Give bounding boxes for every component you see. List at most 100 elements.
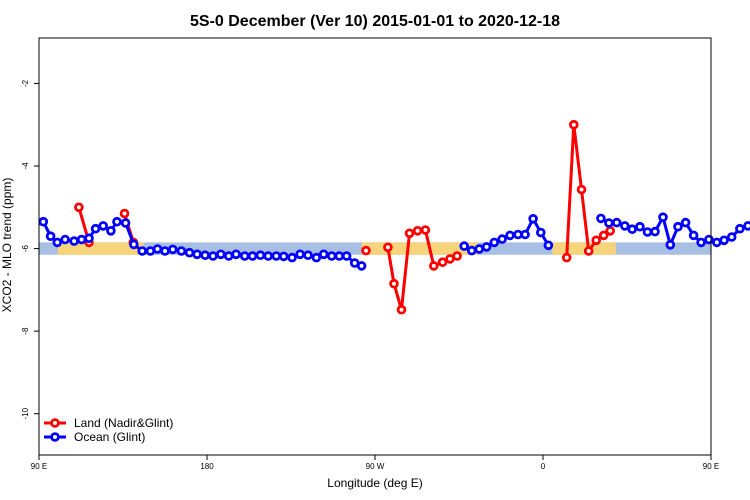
ocean-point-71 xyxy=(719,235,729,246)
ocean-series xyxy=(38,212,750,271)
ocean-point-13 xyxy=(129,239,139,250)
ocean-point-38 xyxy=(326,251,337,261)
x-tick-label-3: 90 W xyxy=(366,462,385,471)
ocean-point-56 xyxy=(604,218,614,228)
land-point-3 xyxy=(119,208,130,219)
land-band-1 xyxy=(57,242,144,255)
ocean-point-28 xyxy=(247,251,258,261)
ocean-point-29 xyxy=(255,250,266,261)
land-point-7 xyxy=(389,278,399,289)
ocean-point-60 xyxy=(635,221,645,232)
ocean-point-72 xyxy=(726,232,737,242)
land-point-22 xyxy=(605,226,615,236)
ocean-point-49 xyxy=(505,230,515,241)
ocean-point-6 xyxy=(76,234,87,245)
ocean-point-24 xyxy=(216,249,226,260)
ocean-point-33 xyxy=(287,252,297,263)
ocean-point-40 xyxy=(341,251,352,261)
ocean-point-27 xyxy=(239,251,250,261)
ocean-point-53 xyxy=(535,227,546,238)
land-point-5 xyxy=(361,245,371,256)
ocean-point-39 xyxy=(334,251,345,261)
ocean-point-16 xyxy=(152,244,163,254)
ocean-point-67 xyxy=(688,230,699,241)
y-tick-label-1: -2 xyxy=(21,79,30,87)
land-point-10 xyxy=(412,226,423,236)
land-point-17 xyxy=(568,119,579,130)
ocean-point-66 xyxy=(680,217,691,228)
ocean-point-42 xyxy=(356,261,367,271)
ocean-point-51 xyxy=(520,229,530,240)
ocean-point-18 xyxy=(168,244,178,255)
ocean-point-8 xyxy=(90,223,101,234)
x-tick-label-4: 0 xyxy=(541,462,546,471)
ocean-point-37 xyxy=(318,249,329,260)
land-point-13 xyxy=(437,257,448,268)
x-axis: 90 E 180 90 W 0 90 E xyxy=(31,455,719,471)
ocean-point-63 xyxy=(658,212,668,223)
plot-series xyxy=(38,119,750,315)
ocean-point-44 xyxy=(466,245,477,256)
ocean-point-12 xyxy=(120,218,131,228)
ocean-point-46 xyxy=(481,242,492,252)
ocean-point-3 xyxy=(52,237,63,248)
y-tick-label-4: -8 xyxy=(21,327,30,335)
ocean-point-21 xyxy=(192,249,202,260)
ocean-point-61 xyxy=(642,227,653,237)
ocean-point-22 xyxy=(200,250,210,261)
land-point-6 xyxy=(383,242,393,253)
ocean-point-9 xyxy=(98,221,108,231)
ocean-point-2 xyxy=(45,231,56,242)
y-tick-label-2: -4 xyxy=(21,162,30,170)
land-point-8 xyxy=(396,304,407,315)
ocean-point-65 xyxy=(673,221,683,232)
x-axis-label: Longitude (deg E) xyxy=(327,476,422,490)
ocean-point-47 xyxy=(489,237,500,248)
ocean-point-20 xyxy=(184,247,195,258)
land-point-11 xyxy=(420,225,431,235)
ocean-point-23 xyxy=(208,251,218,261)
ocean-point-7 xyxy=(84,233,94,244)
ocean-point-45 xyxy=(474,244,485,254)
ocean-point-58 xyxy=(619,221,630,231)
land-band-3 xyxy=(552,242,616,255)
y-axis-label: XCO2 - MLO trend (ppm) xyxy=(0,178,14,313)
ocean-point-11 xyxy=(112,216,122,227)
ocean-point-35 xyxy=(303,250,313,261)
ocean-point-32 xyxy=(278,251,289,262)
legend-label-2: Ocean (Glint) xyxy=(74,430,145,444)
legend-label-1: Land (Nadir&Glint) xyxy=(74,416,173,430)
ocean-point-43 xyxy=(459,241,470,251)
ocean-point-4 xyxy=(60,234,70,245)
ocean-point-31 xyxy=(271,251,282,261)
land-point-20 xyxy=(591,235,601,246)
ocean-point-26 xyxy=(231,249,241,260)
land-point-9 xyxy=(404,228,415,239)
x-tick-label-1: 90 E xyxy=(31,462,47,471)
ocean-point-70 xyxy=(711,237,722,248)
ocean-point-34 xyxy=(295,249,305,260)
legend: Land (Nadir&Glint)Ocean (Glint) xyxy=(44,416,173,444)
land-point-16 xyxy=(561,252,572,263)
x-tick-label-2: 180 xyxy=(200,462,214,471)
ocean-point-19 xyxy=(176,246,187,256)
ocean-point-54 xyxy=(543,240,554,251)
land-point-12 xyxy=(428,261,439,271)
ocean-point-14 xyxy=(137,246,148,256)
land-point-21 xyxy=(598,230,609,241)
land-point-1 xyxy=(74,202,84,213)
ocean-point-62 xyxy=(650,226,660,237)
legend-marker-1 xyxy=(50,418,60,428)
ocean-point-68 xyxy=(696,237,706,248)
land-line-segment-4 xyxy=(386,228,458,312)
ocean-point-48 xyxy=(497,234,507,244)
y-tick-label-3: -6 xyxy=(21,244,30,252)
ocean-point-55 xyxy=(596,213,606,224)
ocean-point-74 xyxy=(743,221,750,231)
ocean-point-1 xyxy=(38,216,49,227)
ocean-point-10 xyxy=(106,226,116,236)
ocean-point-5 xyxy=(69,236,79,246)
land-series xyxy=(74,119,615,315)
land-point-18 xyxy=(576,184,587,195)
